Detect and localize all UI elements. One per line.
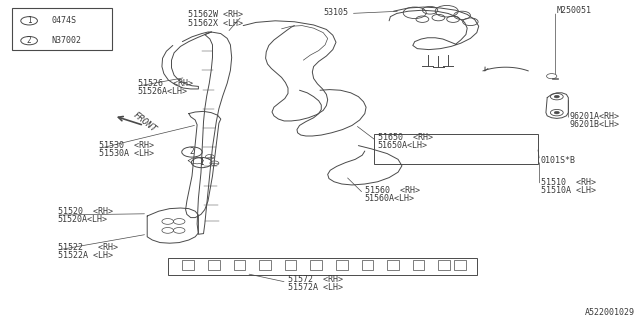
Bar <box>438 260 450 270</box>
Text: 1: 1 <box>199 158 204 167</box>
Text: FRONT: FRONT <box>131 110 158 134</box>
Text: 0474S: 0474S <box>52 16 77 25</box>
Text: 96201A<RH>: 96201A<RH> <box>570 112 620 121</box>
Text: 96201B<LH>: 96201B<LH> <box>570 120 620 129</box>
Text: 51562X <LH>: 51562X <LH> <box>188 19 243 28</box>
Text: 51650  <RH>: 51650 <RH> <box>378 133 433 142</box>
Text: 51526  <RH>: 51526 <RH> <box>138 79 193 88</box>
Bar <box>454 260 466 270</box>
Text: 51560A<LH>: 51560A<LH> <box>365 194 415 203</box>
Text: 51572A <LH>: 51572A <LH> <box>288 283 343 292</box>
Bar <box>310 260 322 270</box>
Text: 2: 2 <box>27 36 31 45</box>
Bar <box>259 260 271 270</box>
Text: 51520  <RH>: 51520 <RH> <box>58 207 113 216</box>
Text: 51530  <RH>: 51530 <RH> <box>99 141 154 150</box>
Text: N37002: N37002 <box>52 36 82 45</box>
Circle shape <box>554 111 559 114</box>
Text: 53105: 53105 <box>324 8 349 17</box>
Text: 51562W <RH>: 51562W <RH> <box>188 10 243 19</box>
Bar <box>12 8 112 50</box>
Bar <box>362 260 373 270</box>
Text: 51650A<LH>: 51650A<LH> <box>378 141 428 150</box>
Text: 1: 1 <box>27 16 31 25</box>
Text: 2: 2 <box>189 148 195 156</box>
Bar <box>168 258 477 275</box>
Text: 0101S*B: 0101S*B <box>541 156 576 165</box>
Bar <box>336 260 348 270</box>
Text: 51520A<LH>: 51520A<LH> <box>58 215 108 224</box>
Bar <box>285 260 296 270</box>
Text: 51522A <LH>: 51522A <LH> <box>58 251 113 260</box>
Bar <box>182 260 194 270</box>
Bar <box>387 260 399 270</box>
Text: 51510  <RH>: 51510 <RH> <box>541 178 596 187</box>
Text: 51530A <LH>: 51530A <LH> <box>99 149 154 158</box>
Bar <box>413 260 424 270</box>
Text: A522001029: A522001029 <box>585 308 635 317</box>
Text: M250051: M250051 <box>557 6 592 15</box>
Bar <box>234 260 245 270</box>
Bar <box>208 260 220 270</box>
Text: 51526A<LH>: 51526A<LH> <box>138 87 188 96</box>
Text: 51510A <LH>: 51510A <LH> <box>541 186 596 195</box>
Text: 51560  <RH>: 51560 <RH> <box>365 186 420 195</box>
Text: 51522   <RH>: 51522 <RH> <box>58 243 118 252</box>
Bar <box>374 134 538 164</box>
Circle shape <box>554 95 559 98</box>
Text: 51572  <RH>: 51572 <RH> <box>288 275 343 284</box>
